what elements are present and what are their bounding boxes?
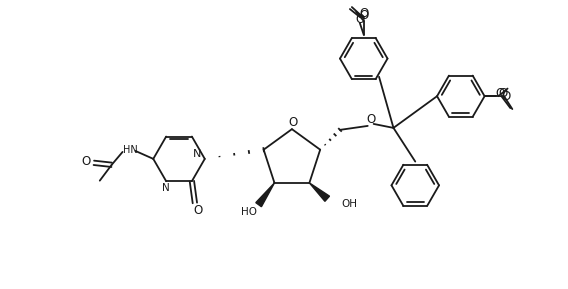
Text: O: O — [366, 114, 375, 127]
Text: O: O — [499, 87, 508, 100]
Text: O: O — [81, 155, 90, 168]
Text: O: O — [359, 7, 369, 19]
Text: HO: HO — [241, 207, 257, 217]
Text: O: O — [502, 90, 511, 103]
Text: N: N — [193, 149, 201, 159]
Text: O: O — [359, 10, 369, 23]
Text: O: O — [496, 87, 505, 100]
Text: O: O — [355, 13, 365, 26]
Polygon shape — [256, 183, 274, 207]
Polygon shape — [310, 183, 329, 201]
Text: HN: HN — [123, 145, 138, 155]
Text: OH: OH — [341, 199, 357, 209]
Text: O: O — [193, 204, 202, 217]
Text: O: O — [289, 116, 298, 129]
Text: N: N — [162, 183, 170, 193]
